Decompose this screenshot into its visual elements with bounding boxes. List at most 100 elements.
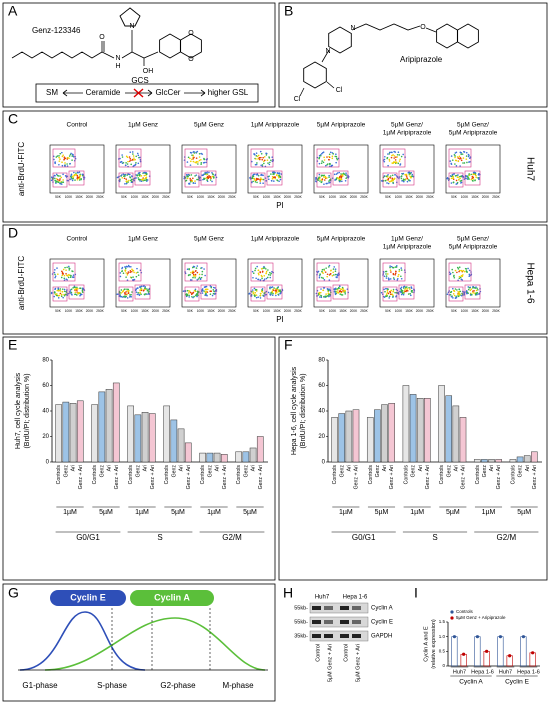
event-dot	[135, 291, 138, 293]
bar	[416, 398, 424, 463]
event-dot	[320, 294, 322, 297]
event-dot	[148, 290, 150, 293]
event-dot	[334, 270, 337, 273]
event-dot	[463, 270, 466, 273]
event-dot	[450, 295, 453, 298]
event-dot	[394, 266, 397, 268]
event-dot	[267, 162, 269, 164]
x-tick-label: 200K	[284, 309, 292, 313]
event-dot	[73, 174, 76, 176]
event-dot	[76, 174, 79, 177]
event-dot	[335, 276, 338, 278]
event-dot	[72, 175, 74, 178]
event-dot	[271, 156, 274, 158]
event-dot	[457, 295, 459, 297]
event-dot	[209, 179, 212, 181]
x-tick-label: 150K	[207, 309, 215, 313]
bar	[438, 385, 445, 463]
event-dot	[464, 177, 467, 180]
legend-label: Controls	[456, 609, 474, 614]
event-dot	[473, 290, 475, 292]
event-dot	[71, 179, 74, 182]
event-dot	[69, 153, 72, 156]
event-dot	[203, 177, 206, 180]
event-dot	[381, 179, 384, 182]
event-dot	[410, 176, 412, 179]
event-dot	[397, 273, 400, 276]
event-dot	[392, 290, 395, 292]
event-dot	[54, 275, 57, 278]
event-dot	[382, 271, 385, 273]
cyclin-e-curve	[19, 611, 146, 671]
event-dot	[394, 173, 396, 176]
event-dot	[344, 179, 347, 182]
event-dot	[265, 268, 267, 270]
event-dot	[190, 279, 193, 281]
atom-label: N	[350, 25, 355, 32]
event-dot	[409, 179, 411, 182]
event-dot	[267, 291, 270, 294]
bar	[91, 404, 98, 463]
event-dot	[387, 179, 390, 181]
blot-band	[340, 620, 349, 624]
atom-label: O	[188, 56, 194, 63]
bar-label: Genz	[207, 465, 213, 478]
event-dot	[467, 153, 470, 156]
bar-label: Ari	[489, 465, 495, 471]
event-dot	[196, 293, 198, 296]
x-tick-label: 150K	[405, 195, 413, 199]
event-dot	[189, 181, 192, 183]
event-dot	[396, 156, 398, 158]
y-tick-label: 80	[318, 358, 325, 364]
bar-label: Genz + Ari	[114, 465, 120, 489]
x-tick-label: 250K	[162, 309, 170, 313]
x-tick-label: 200K	[152, 195, 160, 199]
bar	[495, 459, 502, 463]
event-dot	[329, 273, 332, 275]
event-dot	[455, 183, 458, 185]
event-dot	[276, 287, 278, 290]
event-dot	[137, 287, 139, 289]
bar-label: Ari	[418, 465, 424, 471]
event-dot	[139, 289, 142, 291]
event-dot	[143, 174, 146, 177]
event-dot	[458, 294, 460, 296]
event-dot	[408, 171, 410, 174]
ring	[436, 23, 458, 49]
x-tick-label: 200K	[284, 195, 292, 199]
event-dot	[129, 294, 131, 296]
event-dot	[456, 289, 458, 291]
event-dot	[140, 180, 143, 183]
event-dot	[209, 175, 212, 178]
event-dot	[81, 290, 84, 292]
panel-frame	[278, 336, 548, 581]
event-dot	[204, 288, 207, 291]
event-dot	[54, 287, 57, 290]
event-dot	[52, 155, 55, 158]
event-dot	[130, 293, 132, 296]
event-dot	[58, 156, 60, 159]
event-dot	[342, 175, 344, 177]
event-dot	[62, 179, 64, 181]
event-dot	[60, 176, 63, 179]
x-tick-label: 50K	[385, 309, 392, 313]
event-dot	[385, 175, 387, 177]
bar-label: Controls	[200, 465, 206, 485]
y-axis-label: Cyclin A and E	[423, 626, 429, 662]
group-label: S	[157, 533, 162, 542]
event-dot	[320, 179, 323, 181]
x-tick-label: 100K	[197, 195, 205, 199]
event-dot	[268, 163, 271, 166]
event-dot	[396, 153, 399, 156]
event-dot	[261, 270, 264, 273]
event-dot	[478, 293, 480, 295]
event-dot	[187, 156, 190, 159]
event-dot	[467, 288, 470, 291]
group-label: G0/G1	[352, 533, 376, 542]
event-dot	[276, 179, 278, 181]
event-dot	[58, 160, 61, 162]
event-dot	[252, 173, 255, 176]
event-dot	[269, 161, 271, 164]
event-dot	[386, 295, 388, 297]
event-dot	[127, 181, 129, 183]
